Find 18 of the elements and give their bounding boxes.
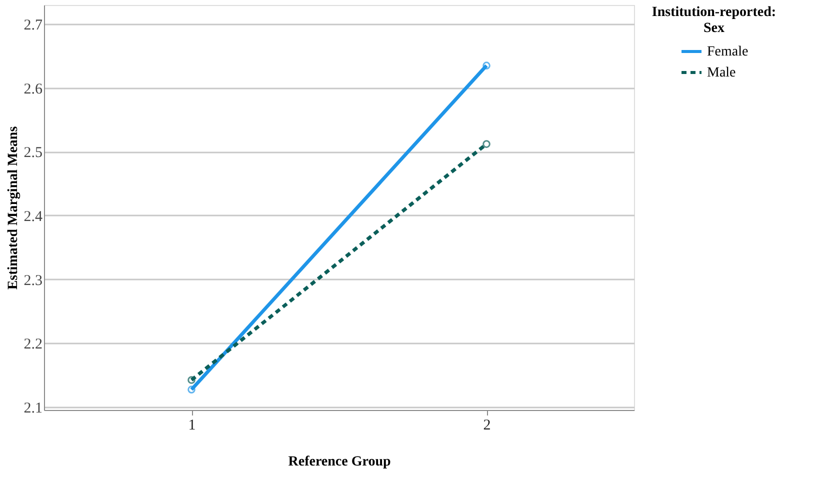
y-tick-label: 2.6 [24, 81, 43, 98]
legend-title: Institution-reported: Sex [652, 5, 776, 36]
y-tick-label: 2.2 [24, 336, 42, 353]
point [482, 62, 490, 70]
x-axis-title: Reference Group [288, 454, 391, 470]
legend-label: Male [707, 66, 736, 80]
y-tick-label: 2.5 [24, 145, 42, 162]
legend-label: Female [707, 44, 748, 60]
point [188, 376, 196, 384]
y-tick-label: 2.3 [24, 272, 42, 289]
y-axis-title: Estimated Marginal Means [6, 126, 21, 290]
point [482, 140, 490, 148]
y-tick-label: 2.7 [24, 18, 43, 34]
y-tick-label: 2.1 [24, 400, 42, 416]
y-tick-label: 2.4 [24, 208, 43, 225]
x-tick-label: 2 [483, 418, 491, 434]
x-tick-label: 1 [188, 418, 196, 434]
point [188, 386, 196, 394]
